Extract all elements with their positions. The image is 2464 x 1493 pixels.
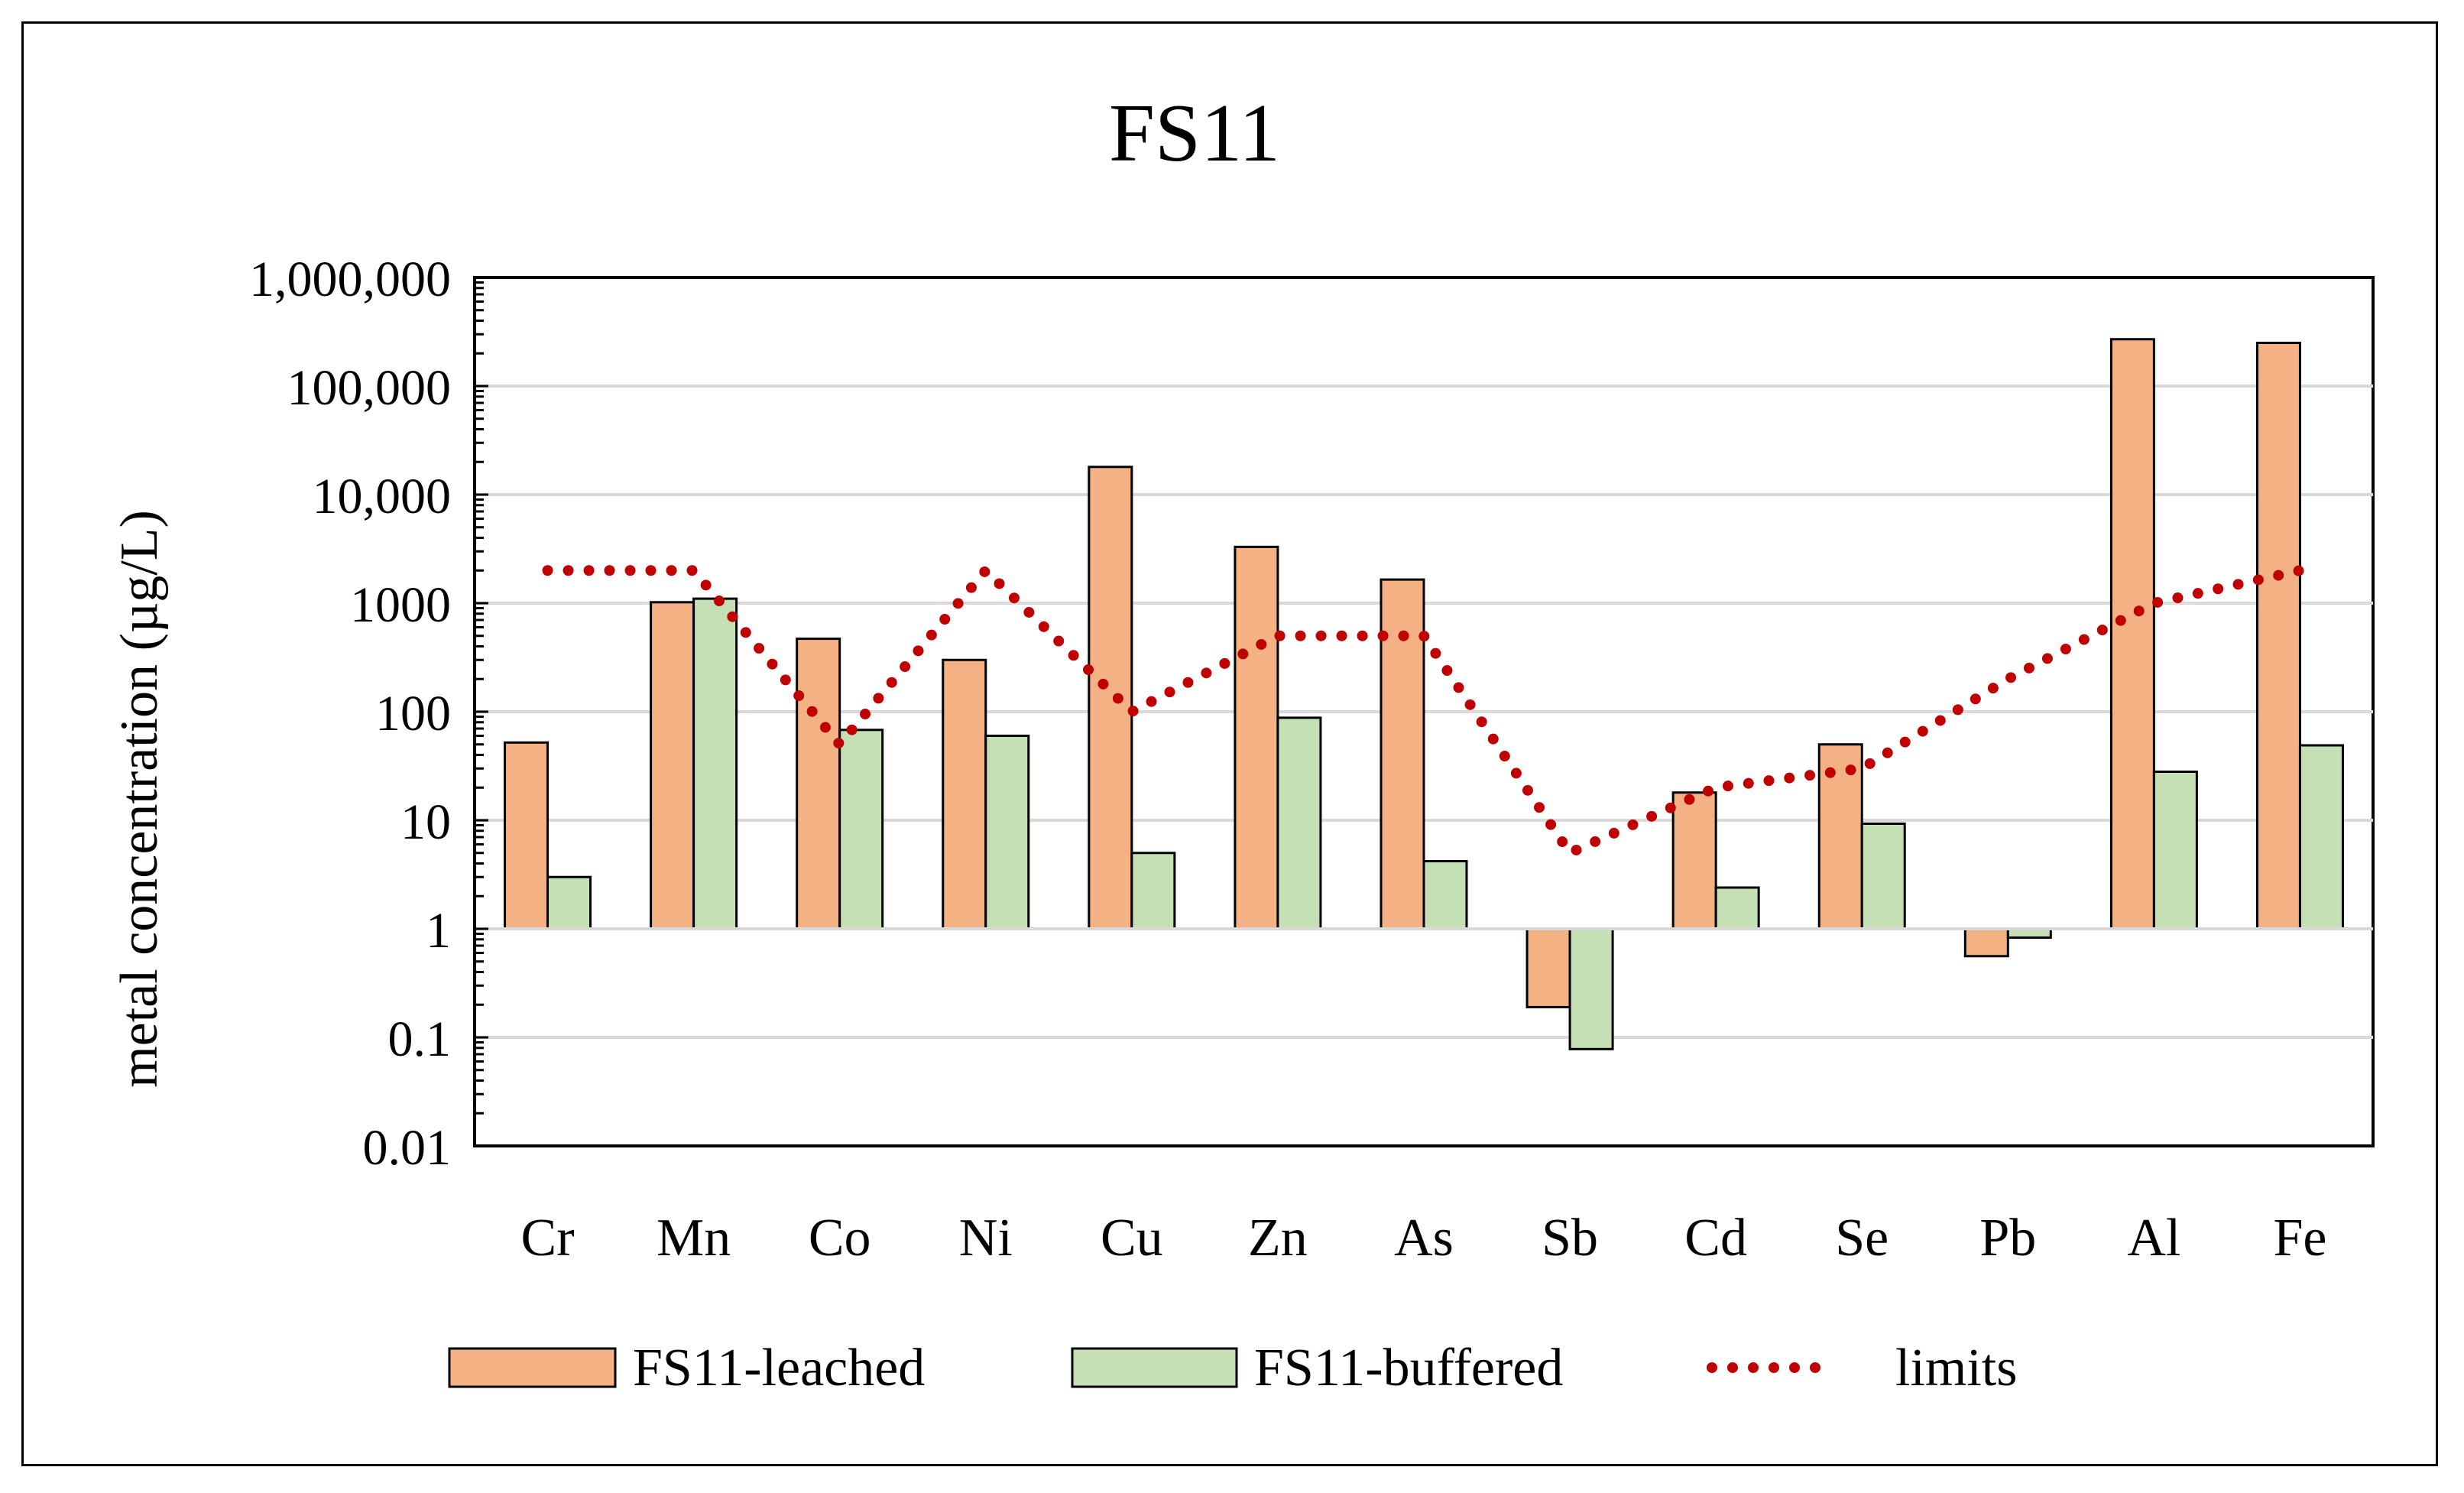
chart-title: FS11 xyxy=(1109,88,1280,179)
bar-fs11-buffered-zn xyxy=(1276,716,1322,930)
x-tick-label-cu: Cu xyxy=(1101,1209,1163,1267)
x-tick-label-cd: Cd xyxy=(1684,1209,1747,1267)
y-axis-label: metal concentration (µg/L) xyxy=(110,510,169,1088)
legend-label-leached: FS11-leached xyxy=(633,1339,925,1397)
bar-fs11-buffered-cr xyxy=(546,875,592,930)
bar-fs11-buffered-al xyxy=(2152,771,2198,930)
bar-fs11-leached-zn xyxy=(1234,545,1279,930)
x-tick-label-fe: Fe xyxy=(2273,1209,2326,1267)
bar-fs11-leached-fe xyxy=(2255,341,2301,930)
x-tick-label-al: Al xyxy=(2127,1209,2180,1267)
bar-fs11-buffered-mn xyxy=(692,597,738,930)
x-axis-labels: Cr Mn Co Ni Cu Zn As Sb Cd Se Pb Al Fe xyxy=(521,1209,2327,1267)
x-tick-label-as: As xyxy=(1394,1209,1454,1267)
bar-fs11-leached-al xyxy=(2109,338,2155,930)
y-tick-label: 10,000 xyxy=(313,469,452,524)
x-tick-label-zn: Zn xyxy=(1248,1209,1308,1267)
bar-fs11-leached-cd xyxy=(1671,791,1717,930)
legend-label-buffered: FS11-buffered xyxy=(1254,1339,1563,1397)
limits-polyline xyxy=(542,565,2306,858)
bar-fs11-buffered-as xyxy=(1422,859,1468,930)
y-tick-label: 0.01 xyxy=(363,1120,452,1176)
y-tick-label: 1,000,000 xyxy=(249,252,451,307)
y-tick-label: 10 xyxy=(400,794,451,850)
bar-fs11-buffered-cu xyxy=(1130,852,1176,930)
chart-frame xyxy=(21,21,2438,1466)
bar-fs11-buffered-se xyxy=(1860,822,1906,930)
bar-fs11-buffered-ni xyxy=(984,735,1030,930)
x-tick-label-co: Co xyxy=(809,1209,871,1267)
bar-fs11-buffered-co xyxy=(838,729,884,930)
bar-fs11-buffered-sb xyxy=(1568,927,1614,1050)
bar-fs11-leached-mn xyxy=(650,601,695,930)
x-tick-label-pb: Pb xyxy=(1979,1209,2036,1267)
bar-fs11-buffered-cd xyxy=(1714,886,1760,930)
x-tick-label-mn: Mn xyxy=(657,1209,731,1267)
x-tick-label-ni: Ni xyxy=(959,1209,1013,1267)
bar-fs11-leached-cr xyxy=(504,741,550,930)
legend-swatch-buffered xyxy=(1071,1347,1238,1388)
bar-fs11-leached-co xyxy=(796,638,841,930)
limits-line xyxy=(542,565,2306,858)
bar-fs11-leached-ni xyxy=(942,658,987,930)
x-tick-label-se: Se xyxy=(1835,1209,1889,1267)
y-tick-label: 100,000 xyxy=(287,360,452,416)
y-tick-label: 1 xyxy=(426,903,451,959)
bar-fs11-leached-pb xyxy=(1963,927,2009,958)
x-tick-label-cr: Cr xyxy=(521,1209,575,1267)
legend-swatch-leached xyxy=(448,1347,617,1388)
x-tick-label-sb: Sb xyxy=(1542,1209,1598,1267)
y-tick-label: 100 xyxy=(375,686,451,742)
bars xyxy=(475,338,2373,1050)
legend-label-limits: limits xyxy=(1895,1339,2017,1397)
bar-fs11-leached-sb xyxy=(1525,927,1571,1008)
y-tick-label: 1000 xyxy=(350,577,451,633)
bar-fs11-buffered-fe xyxy=(2298,744,2344,930)
bar-fs11-leached-cu xyxy=(1088,466,1133,930)
y-axis: 0.01 0.1 1 10 100 1000 10,000 100,000 1,000,000 xyxy=(249,252,488,1176)
legend: FS11-leached FS11-buffered limits xyxy=(448,1339,2017,1397)
y-tick-label: 0.1 xyxy=(388,1011,452,1067)
